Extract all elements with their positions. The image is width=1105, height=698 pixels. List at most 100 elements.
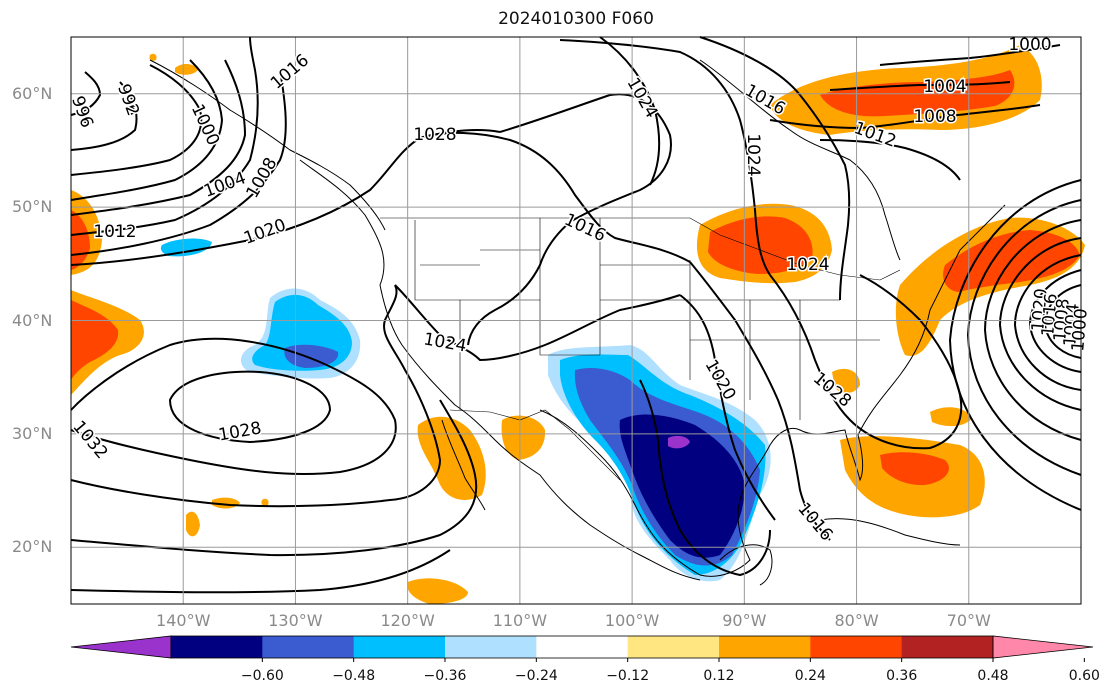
- colorbar-tick-label: 0.24: [794, 668, 826, 684]
- isobar-1024-inland: [394, 284, 681, 362]
- lon-tick-label: 140°W: [156, 611, 211, 630]
- border-us-mexico: [449, 409, 621, 481]
- colorbar-tick-label: 0.60: [1068, 668, 1100, 684]
- isobar-1000-north: [879, 44, 1061, 66]
- borders: [380, 217, 901, 481]
- colorbar-tick-label: 0.12: [703, 668, 735, 684]
- colorbar: [70, 635, 1094, 662]
- graticule: [71, 37, 1081, 604]
- isobar-1032: [168, 370, 332, 444]
- isobar-1020-gulf: [679, 294, 776, 521]
- lon-tick-label: 80°W: [834, 611, 879, 630]
- isobar-1020-pacific: [70, 399, 478, 557]
- colorbar-tick-label: −0.24: [514, 668, 558, 684]
- isobar-east-low-2: [1028, 269, 1082, 373]
- spot-positive-1: [407, 578, 468, 604]
- spot-positive-4: [175, 64, 198, 75]
- lon-tick-label: 70°W: [946, 611, 991, 630]
- isobar-label: 1000: [1068, 308, 1092, 353]
- border-states-2: [460, 299, 600, 356]
- isobar-1012-north: [819, 139, 961, 181]
- coastlines: [149, 59, 1006, 586]
- colorbar-segment: [627, 636, 720, 658]
- isobar-1024-east: [559, 39, 771, 276]
- colorbar-segment: [262, 636, 355, 658]
- small-negative-blob: [160, 238, 212, 257]
- isobar-label: 1024: [743, 133, 763, 176]
- colorbar-tick-label: −0.48: [332, 668, 376, 684]
- isobar-1004: [70, 59, 224, 201]
- coastline-west: [299, 159, 701, 581]
- mexico-positive: [501, 415, 546, 460]
- border-states-1: [414, 220, 461, 410]
- chart-title: 2024010300 F060: [498, 9, 654, 29]
- isobar-1016-pacific: [70, 549, 451, 594]
- isobar-label: 1024: [786, 255, 829, 275]
- isobar-1016-north: [70, 69, 287, 256]
- negative-field-core: [619, 414, 745, 558]
- colorbar-tick-label: −0.60: [240, 668, 284, 684]
- isobar-east-low-6: [966, 199, 1082, 476]
- colorbar-segment: [719, 636, 811, 658]
- coastline-alaska: [149, 59, 386, 231]
- colorbar-frame: [170, 635, 994, 659]
- colorbar-segment: [445, 636, 537, 658]
- caribbean-positive-core: [880, 452, 949, 486]
- colorbar-extend-high: [992, 635, 1094, 659]
- isobar-1028-east: [599, 36, 661, 186]
- isobar-label: 1020: [1028, 288, 1052, 333]
- colorbar-segment: [171, 636, 263, 658]
- coastline-baja: [441, 419, 486, 511]
- pacific-negative-core: [284, 344, 339, 368]
- colorbar-tick-label: −0.12: [606, 668, 650, 684]
- isobar-1000: [70, 64, 203, 176]
- lon-tick-label: 90°W: [722, 611, 767, 630]
- north-positive-core: [820, 70, 1015, 117]
- isobar-label: 1016: [1038, 293, 1062, 338]
- coastline-yucatan: [719, 544, 773, 586]
- isobar-label: 1028: [413, 125, 456, 145]
- isobar-1028-ridge: [467, 93, 672, 346]
- coastline-gulf: [539, 204, 1006, 577]
- border-us-canada: [380, 217, 901, 281]
- isobar-1016-ridge: [419, 131, 691, 263]
- colorbar-extend-low: [70, 635, 172, 659]
- colorbar-tick-label: −0.36: [423, 668, 467, 684]
- border-states-3: [539, 218, 691, 380]
- isobars: [70, 36, 1082, 594]
- isobar-1024-low: [639, 379, 771, 577]
- isobar-992: [70, 71, 102, 116]
- colorbar-segment: [353, 636, 446, 658]
- isobar-label: 1012: [93, 222, 136, 242]
- colorbar-tick-label: 0.48: [977, 668, 1009, 684]
- colorbar-segment: [810, 636, 903, 658]
- coastline-cuba: [819, 518, 961, 546]
- isobar-1016-east: [699, 36, 851, 301]
- lat-tick-label: 50°N: [12, 197, 53, 217]
- isobar-east-low-5: [983, 219, 1082, 441]
- lat-tick-label: 20°N: [12, 537, 53, 557]
- isobar-1008-north: [769, 104, 1041, 130]
- isobar-1028-high: [70, 337, 397, 476]
- isobar-label: 1004: [923, 77, 966, 97]
- isobar-1016-gulf: [689, 261, 831, 541]
- anomaly-shading: [71, 45, 1085, 604]
- border-states-5: [420, 249, 880, 341]
- spot-positive-5: [149, 53, 157, 61]
- plot-frame: [70, 36, 1082, 605]
- isobar-east-low-4: [998, 237, 1082, 411]
- isobar-east-low-3: [1013, 254, 1082, 391]
- colorbar-segment: [536, 636, 629, 658]
- lat-tick-label: 60°N: [12, 83, 53, 103]
- isobar-1012: [70, 36, 259, 236]
- isobar-996: [70, 81, 138, 151]
- lon-tick-label: 120°W: [380, 611, 435, 630]
- lon-tick-label: 110°W: [492, 611, 548, 630]
- isobar-1024-pacific: [70, 284, 442, 508]
- lon-tick-label: 100°W: [604, 611, 660, 630]
- spot-positive-3: [186, 511, 200, 537]
- coastline-hudson: [699, 59, 901, 261]
- colorbar-segment: [901, 636, 994, 658]
- spot-positive-6: [261, 498, 269, 506]
